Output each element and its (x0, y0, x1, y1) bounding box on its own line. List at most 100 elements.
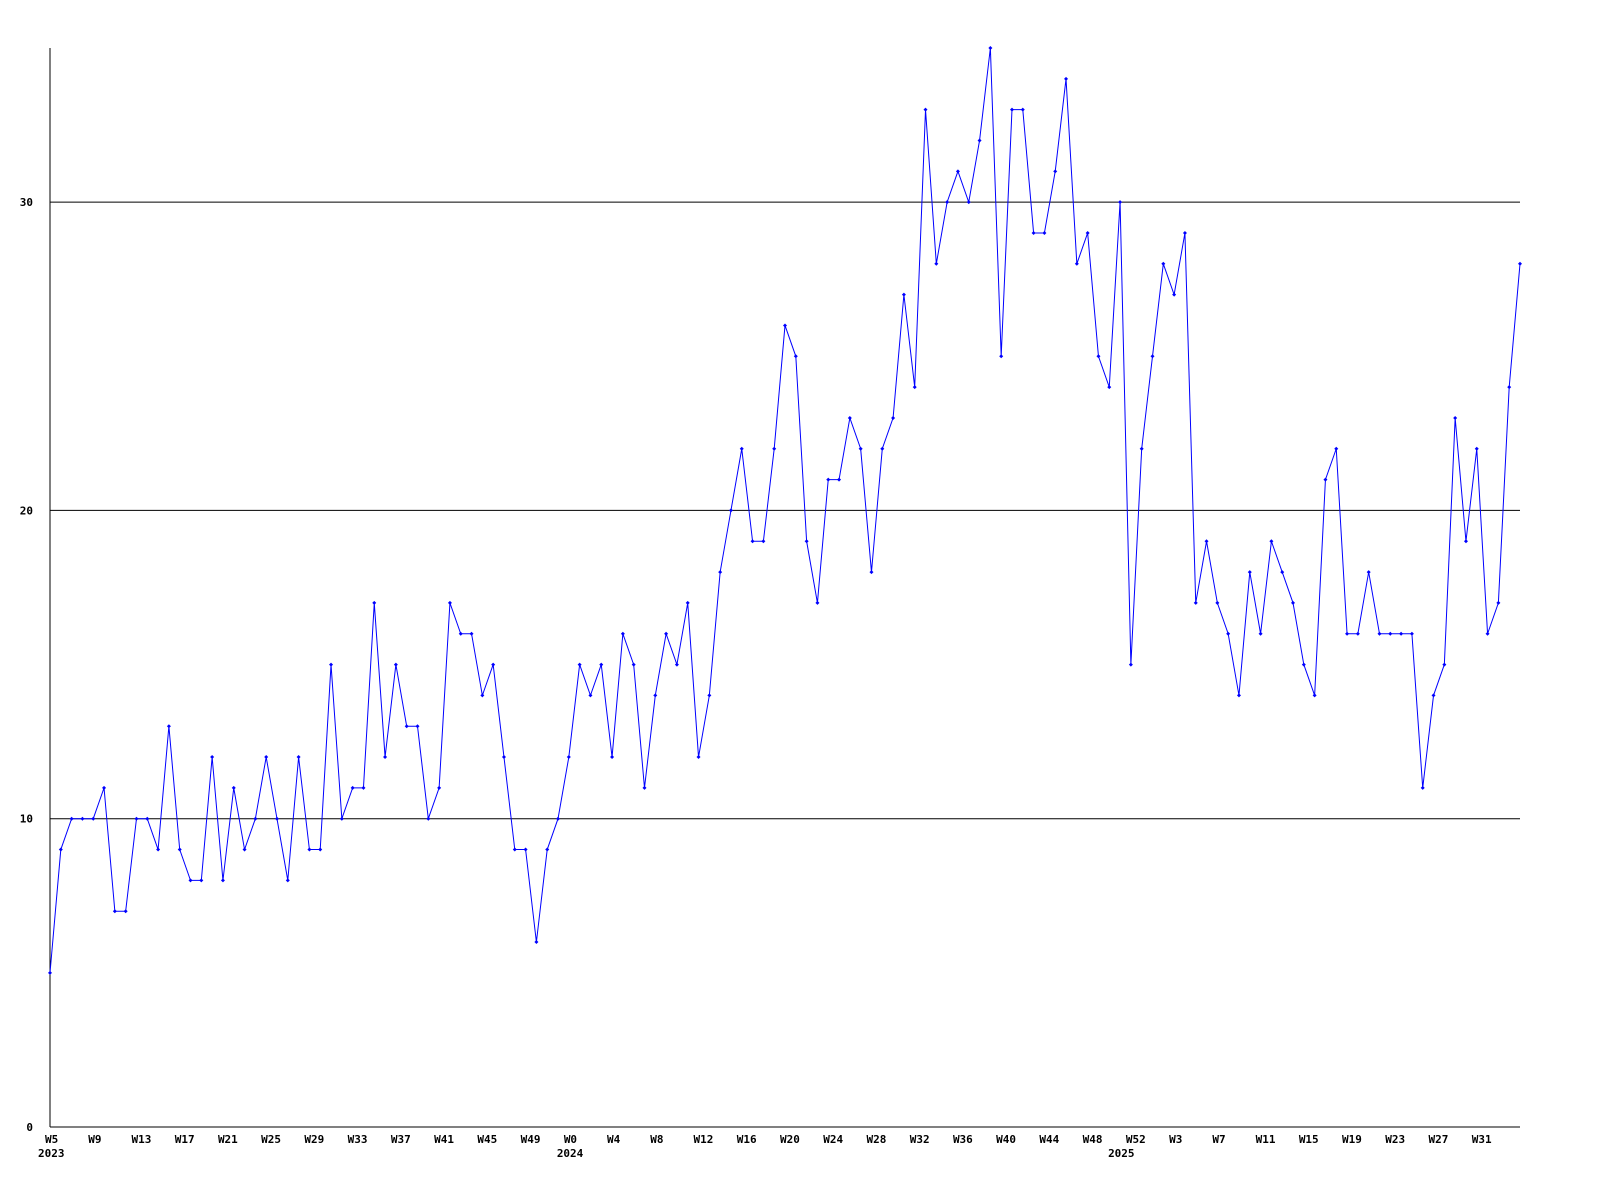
point-marker (837, 477, 842, 482)
point-marker (501, 755, 506, 760)
x-tick-label: W36 (953, 1133, 973, 1146)
x-tick-label: W27 (1429, 1133, 1449, 1146)
point-marker (1323, 477, 1328, 482)
point-marker (210, 755, 215, 760)
point-marker (480, 693, 485, 698)
point-marker (58, 847, 63, 852)
point-marker (761, 539, 766, 544)
point-marker (1096, 354, 1101, 359)
point-marker (1345, 631, 1350, 636)
point-marker (1053, 169, 1058, 174)
point-marker (102, 785, 107, 790)
point-marker (880, 446, 885, 451)
point-marker (1226, 631, 1231, 636)
point-marker (664, 631, 669, 636)
x-tick-label: W4 (607, 1133, 621, 1146)
point-marker (1064, 76, 1069, 81)
point-marker (1507, 385, 1512, 390)
point-marker (1280, 570, 1285, 575)
x-tick-label: W8 (650, 1133, 663, 1146)
point-marker (1291, 600, 1296, 605)
x-tick-label: W33 (348, 1133, 368, 1146)
x-tick-label: W41 (434, 1133, 454, 1146)
point-marker (426, 816, 431, 821)
point-marker (91, 816, 96, 821)
point-marker (685, 600, 690, 605)
point-marker (999, 354, 1004, 359)
point-marker (620, 631, 625, 636)
point-marker (1312, 693, 1317, 698)
y-tick-label: 10 (20, 813, 33, 826)
point-marker (955, 169, 960, 174)
point-marker (1301, 662, 1306, 667)
point-marker (156, 847, 161, 852)
point-marker (1085, 230, 1090, 235)
point-marker (750, 539, 755, 544)
point-marker (826, 477, 831, 482)
point-marker (945, 200, 950, 205)
point-marker (447, 600, 452, 605)
point-marker (1399, 631, 1404, 636)
point-marker (1409, 631, 1414, 636)
point-marker (1366, 570, 1371, 575)
point-marker (1150, 354, 1155, 359)
point-marker (1074, 261, 1079, 266)
x-tick-label: W48 (1083, 1133, 1103, 1146)
point-marker (415, 724, 420, 729)
point-marker (177, 847, 182, 852)
point-marker (383, 755, 388, 760)
point-marker (285, 878, 290, 883)
x-tick-label: W7 (1212, 1133, 1225, 1146)
point-marker (1420, 785, 1425, 790)
point-marker (599, 662, 604, 667)
point-marker (772, 446, 777, 451)
x-tick-label: W3 (1169, 1133, 1182, 1146)
y-tick-label: 0 (26, 1121, 33, 1134)
point-marker (523, 847, 528, 852)
x-tick-label: W31 (1472, 1133, 1492, 1146)
point-marker (512, 847, 517, 852)
point-marker (1518, 261, 1522, 266)
point-marker (372, 600, 377, 605)
x-tick-label: W12 (694, 1133, 714, 1146)
point-marker (1182, 230, 1187, 235)
point-marker (718, 570, 723, 575)
point-marker (1453, 415, 1458, 420)
point-marker (350, 785, 355, 790)
x-tick-label: W5 (45, 1133, 58, 1146)
x-year-label: 2023 (38, 1147, 65, 1160)
point-marker (458, 631, 463, 636)
point-marker (847, 415, 852, 420)
point-marker (728, 508, 733, 513)
point-marker (556, 816, 561, 821)
x-tick-label: W9 (88, 1133, 101, 1146)
point-marker (610, 755, 615, 760)
point-marker (404, 724, 409, 729)
point-marker (1431, 693, 1436, 698)
x-tick-label: W29 (304, 1133, 324, 1146)
x-tick-label: W13 (131, 1133, 151, 1146)
point-marker (1009, 107, 1014, 112)
point-marker (923, 107, 928, 112)
x-tick-label: W11 (1256, 1133, 1276, 1146)
point-marker (912, 385, 917, 390)
point-marker (69, 816, 74, 821)
point-marker (231, 785, 236, 790)
x-tick-label: W15 (1299, 1133, 1319, 1146)
point-marker (1172, 292, 1177, 297)
point-marker (1107, 385, 1112, 390)
point-marker (1377, 631, 1382, 636)
point-marker (393, 662, 398, 667)
point-marker (783, 323, 787, 328)
point-marker (220, 878, 225, 883)
point-marker (1496, 600, 1501, 605)
x-tick-label: W45 (477, 1133, 497, 1146)
point-marker (1204, 539, 1209, 544)
point-marker (264, 755, 269, 760)
point-marker (253, 816, 258, 821)
point-marker (1236, 693, 1241, 698)
point-marker (934, 261, 939, 266)
x-tick-label: W49 (521, 1133, 541, 1146)
